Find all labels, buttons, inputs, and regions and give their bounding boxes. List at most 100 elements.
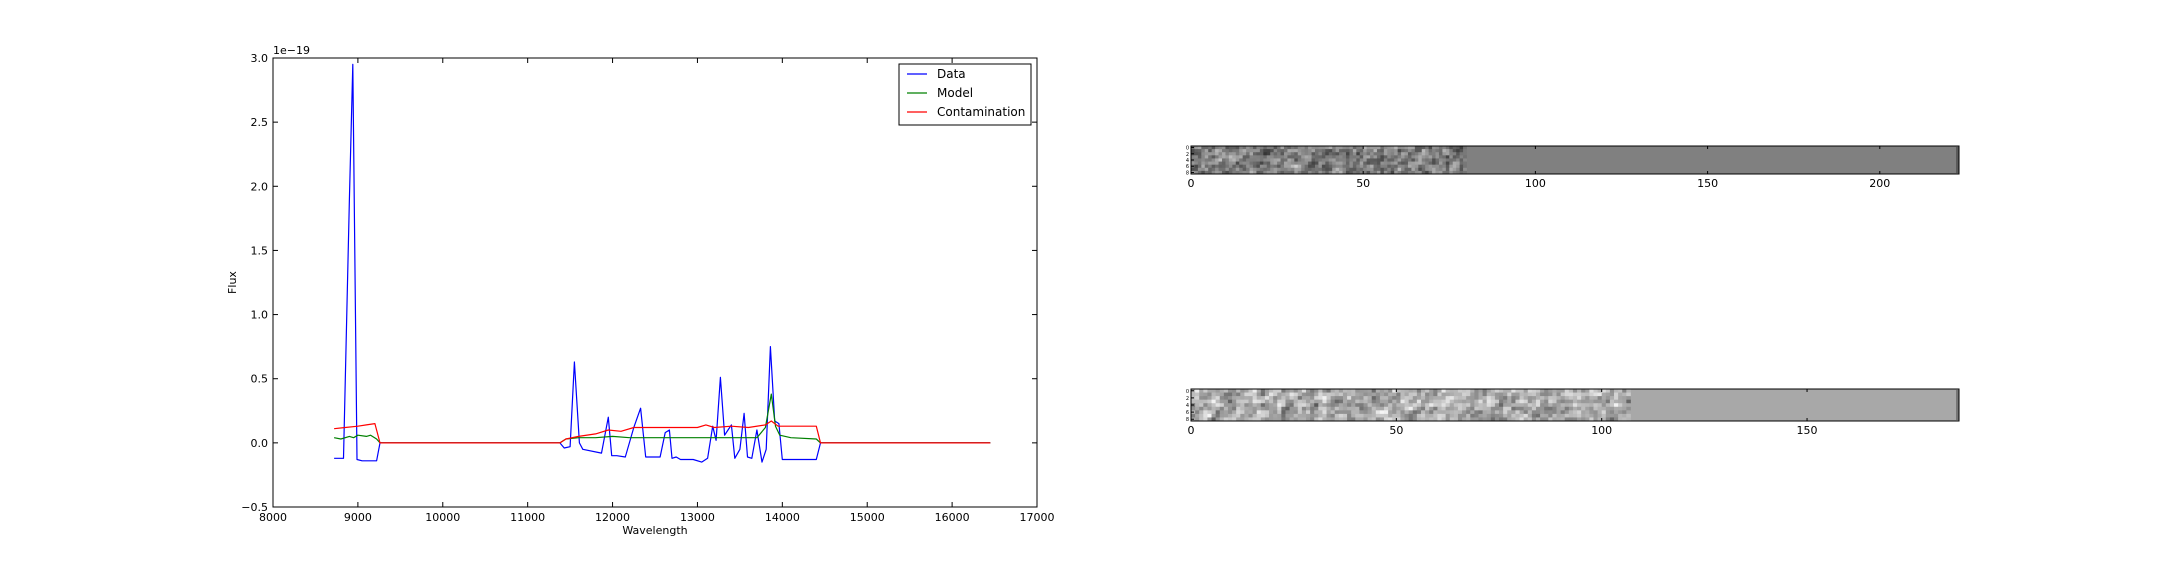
image-pixel xyxy=(1363,152,1368,156)
image-pixel xyxy=(1263,161,1268,166)
image-pixel xyxy=(1332,167,1337,172)
image-pixel xyxy=(1334,417,1340,422)
image-pixel xyxy=(1277,164,1281,169)
image-pixel xyxy=(1466,413,1471,418)
image-pixel xyxy=(1304,170,1309,175)
image-pixel xyxy=(1222,167,1226,172)
image-pixel xyxy=(1297,399,1303,404)
image-pixel xyxy=(1363,146,1368,150)
image-pixel xyxy=(1332,146,1337,150)
image-pixel xyxy=(1428,161,1433,166)
image-pixel xyxy=(1199,399,1204,404)
image-pixel xyxy=(1215,413,1221,418)
image-pixel xyxy=(1215,410,1221,415)
image-pixel xyxy=(1252,413,1258,418)
image-pixel xyxy=(1535,406,1541,411)
image-pixel xyxy=(1442,149,1447,153)
image-pixel xyxy=(1396,403,1401,408)
image-pixel xyxy=(1256,155,1261,159)
image-pixel xyxy=(1314,161,1319,166)
image-pixel xyxy=(1593,413,1598,418)
image-pixel xyxy=(1388,399,1393,404)
image-pixel xyxy=(1321,146,1326,150)
image-pixel xyxy=(1219,413,1225,418)
image-pixel xyxy=(1211,149,1216,153)
image-pixel xyxy=(1366,155,1371,159)
image-pixel xyxy=(1281,413,1286,418)
image-pixel xyxy=(1347,413,1352,418)
image-pixel xyxy=(1363,406,1368,411)
image-pixel xyxy=(1266,167,1271,172)
image-pixel xyxy=(1407,161,1412,166)
image-pixel xyxy=(1614,410,1619,415)
image-pixel xyxy=(1259,170,1264,175)
image-pixel xyxy=(1441,417,1447,422)
image-pixel xyxy=(1441,392,1447,397)
image-pixel xyxy=(1392,392,1397,397)
image-pixel xyxy=(1256,403,1262,408)
image-pixel xyxy=(1435,170,1440,175)
image-pixel xyxy=(1519,406,1525,411)
image-pixel xyxy=(1199,403,1204,408)
image-pixel xyxy=(1392,413,1397,418)
image-pixel xyxy=(1478,399,1483,404)
image-pixel xyxy=(1601,406,1607,411)
image-pixel xyxy=(1396,396,1401,401)
image-pixel xyxy=(1437,417,1442,422)
image-pixel xyxy=(1519,392,1525,397)
image-pixel xyxy=(1456,155,1461,159)
image-pixel xyxy=(1490,399,1496,404)
image-pixel xyxy=(1240,389,1245,393)
image-pixel xyxy=(1425,389,1430,393)
image-pixel xyxy=(1351,403,1356,408)
image-pixel xyxy=(1404,146,1409,150)
image-pixel xyxy=(1425,396,1430,401)
image-pixel xyxy=(1283,170,1288,175)
image-pixel xyxy=(1266,146,1271,150)
image-pixel xyxy=(1445,158,1450,162)
image-pixel xyxy=(1232,410,1237,415)
image-pixel xyxy=(1453,413,1459,418)
image-pixel xyxy=(1207,417,1212,422)
image-pixel xyxy=(1264,392,1270,397)
image-pixel xyxy=(1418,155,1423,159)
image-pixel xyxy=(1328,152,1333,156)
image-pixel xyxy=(1401,167,1405,172)
image-pixel xyxy=(1556,396,1562,401)
image-pixel xyxy=(1445,392,1451,397)
image-pixel xyxy=(1259,167,1264,172)
image-pixel xyxy=(1452,149,1457,153)
image-pixel xyxy=(1285,403,1290,408)
image-pixel xyxy=(1289,410,1295,415)
image-pixel xyxy=(1342,161,1347,166)
image-pixel xyxy=(1277,392,1282,397)
image-pixel xyxy=(1304,158,1309,162)
image-pixel xyxy=(1456,161,1461,166)
image-pixel xyxy=(1199,392,1204,397)
image-pixel xyxy=(1242,152,1247,156)
image-pixel xyxy=(1281,410,1286,415)
image-pixel xyxy=(1273,170,1278,175)
image-pixel xyxy=(1404,403,1410,408)
image-pixel xyxy=(1609,410,1615,415)
image-pixel xyxy=(1359,155,1364,159)
image-pixel xyxy=(1351,389,1356,393)
image-pixel xyxy=(1394,155,1399,159)
image-pixel xyxy=(1449,164,1454,169)
image-pixel xyxy=(1339,149,1343,153)
image-pixel xyxy=(1311,146,1316,150)
image-pixel xyxy=(1355,406,1360,411)
image-pixel xyxy=(1438,158,1443,162)
image-pixel xyxy=(1401,164,1405,169)
image-pixel xyxy=(1294,155,1299,159)
image-pixel xyxy=(1404,410,1410,415)
image-pixel xyxy=(1459,152,1464,156)
image-pixel xyxy=(1363,392,1368,397)
image-pixel xyxy=(1244,410,1249,415)
image-pixel xyxy=(1474,406,1479,411)
image-pixel xyxy=(1421,170,1426,175)
image-pixel xyxy=(1235,167,1240,172)
image-pixel xyxy=(1194,158,1199,162)
image-pixel xyxy=(1568,392,1574,397)
image-pixel xyxy=(1411,155,1416,159)
